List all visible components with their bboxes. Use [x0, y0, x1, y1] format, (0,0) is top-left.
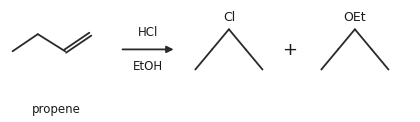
Text: +: + [282, 41, 297, 59]
Text: propene: propene [32, 103, 81, 116]
Text: OEt: OEt [344, 11, 366, 24]
Text: Cl: Cl [223, 11, 235, 24]
Text: EtOH: EtOH [133, 60, 163, 73]
Text: HCl: HCl [138, 26, 158, 39]
